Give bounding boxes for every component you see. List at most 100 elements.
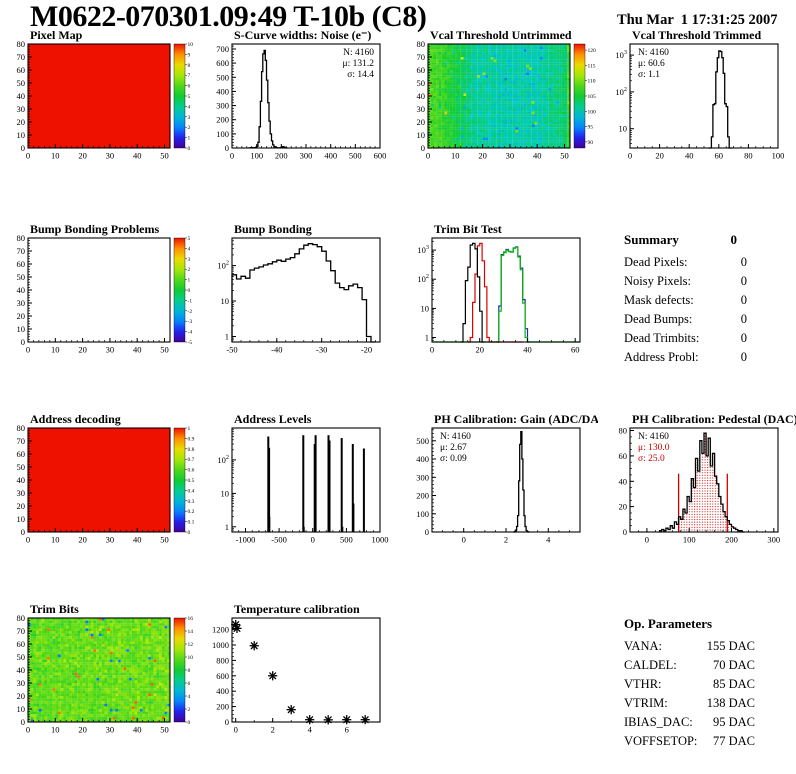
svg-text:4: 4 bbox=[188, 246, 191, 252]
svg-text:102: 102 bbox=[615, 86, 627, 97]
svg-text:1: 1 bbox=[188, 136, 191, 142]
svg-text:60: 60 bbox=[619, 451, 628, 461]
svg-text:0.3: 0.3 bbox=[188, 499, 195, 505]
svg-text:10: 10 bbox=[17, 514, 26, 524]
svg-text:N: 4160: N: 4160 bbox=[638, 432, 669, 442]
svg-text:300: 300 bbox=[216, 101, 229, 111]
svg-text:20: 20 bbox=[17, 117, 26, 127]
svg-text:600: 600 bbox=[216, 58, 229, 68]
svg-text:50: 50 bbox=[160, 535, 169, 545]
svg-text:0: 0 bbox=[188, 288, 191, 294]
plot-frame bbox=[432, 238, 580, 342]
svg-text:40: 40 bbox=[523, 345, 532, 355]
svg-text:0: 0 bbox=[421, 143, 425, 153]
svg-text:60: 60 bbox=[17, 259, 26, 269]
svg-text:6: 6 bbox=[188, 84, 191, 90]
summary-block: Summary 0 Dead Pixels: 0 Noisy Pixels: 0… bbox=[624, 232, 747, 367]
x-axis: -50-40-30-20 bbox=[226, 338, 375, 355]
summary-row: Dead Trimbits: 0 bbox=[624, 329, 747, 348]
svg-text:σ: 14.4: σ: 14.4 bbox=[347, 70, 374, 80]
summary-row-label: Dead Trimbits: bbox=[624, 329, 699, 348]
svg-text:80: 80 bbox=[17, 39, 26, 49]
op-parameter-value: 77 DAC bbox=[713, 732, 755, 751]
svg-text:40: 40 bbox=[533, 151, 542, 161]
heatmap-fill bbox=[28, 428, 170, 532]
op-parameter-value: 70 DAC bbox=[713, 656, 755, 675]
svg-text:1: 1 bbox=[225, 332, 229, 342]
svg-text:103: 103 bbox=[615, 49, 627, 60]
svg-text:100: 100 bbox=[772, 151, 785, 161]
svg-text:40: 40 bbox=[133, 151, 142, 161]
svg-text:10: 10 bbox=[451, 151, 460, 161]
svg-text:50: 50 bbox=[17, 462, 26, 472]
svg-text:-1: -1 bbox=[188, 298, 193, 304]
summary-rows: Dead Pixels: 0 Noisy Pixels: 0 Mask defe… bbox=[624, 253, 747, 367]
svg-text:0.4: 0.4 bbox=[188, 488, 195, 494]
page-datetime: Thu Mar 1 17:31:25 2007 bbox=[617, 12, 777, 29]
op-parameter-row: CALDEL: 70 DAC bbox=[624, 656, 755, 675]
svg-text:30: 30 bbox=[106, 345, 115, 355]
svg-text:0: 0 bbox=[311, 535, 315, 545]
chart-title: Vcal Threshold Trimmed bbox=[632, 28, 761, 42]
svg-text:0.2: 0.2 bbox=[188, 509, 195, 515]
svg-text:N: 4160: N: 4160 bbox=[440, 432, 471, 442]
svg-text:4: 4 bbox=[188, 104, 191, 110]
histogram-line bbox=[708, 51, 732, 148]
svg-text:0.8: 0.8 bbox=[188, 447, 195, 453]
summary-row-label: Mask defects: bbox=[624, 291, 694, 310]
svg-text:80: 80 bbox=[619, 426, 628, 436]
chart-title: Temperature calibration bbox=[234, 602, 360, 616]
svg-text:0: 0 bbox=[26, 345, 30, 355]
op-parameter-label: VOFFSETOP: bbox=[624, 732, 697, 751]
svg-text:20: 20 bbox=[78, 535, 87, 545]
svg-text:0: 0 bbox=[188, 530, 191, 536]
summary-total: 0 bbox=[731, 232, 748, 248]
op-parameter-row: IBIAS_DAC: 95 DAC bbox=[624, 713, 755, 732]
svg-text:1: 1 bbox=[188, 426, 191, 432]
summary-row: Dead Bumps: 0 bbox=[624, 310, 747, 329]
svg-text:500: 500 bbox=[216, 72, 229, 82]
summary-title: Summary bbox=[624, 232, 679, 248]
svg-text:10: 10 bbox=[51, 151, 60, 161]
svg-text:500: 500 bbox=[349, 151, 362, 161]
op-parameter-label: IBIAS_DAC: bbox=[624, 713, 693, 732]
svg-text:0.9: 0.9 bbox=[188, 436, 195, 442]
summary-row: Noisy Pixels: 0 bbox=[624, 272, 747, 291]
svg-text:200: 200 bbox=[216, 115, 229, 125]
svg-text:10: 10 bbox=[221, 488, 230, 498]
svg-text:3: 3 bbox=[188, 115, 191, 121]
svg-text:0: 0 bbox=[628, 151, 632, 161]
op-parameter-value: 85 DAC bbox=[713, 675, 755, 694]
spike-bars bbox=[267, 435, 365, 532]
svg-text:4: 4 bbox=[546, 535, 551, 545]
trim-series-red bbox=[468, 243, 523, 342]
svg-text:-30: -30 bbox=[316, 345, 327, 355]
svg-text:110: 110 bbox=[588, 79, 596, 85]
svg-text:0.6: 0.6 bbox=[188, 468, 195, 474]
summary-row-label: Noisy Pixels: bbox=[624, 272, 691, 291]
summary-row-value: 0 bbox=[741, 310, 747, 329]
svg-text:20: 20 bbox=[619, 502, 628, 512]
svg-text:30: 30 bbox=[17, 298, 26, 308]
svg-text:2: 2 bbox=[504, 535, 508, 545]
svg-text:102: 102 bbox=[417, 273, 429, 284]
svg-text:-3: -3 bbox=[188, 319, 193, 325]
op-parameter-row: VTHR: 85 DAC bbox=[624, 675, 755, 694]
